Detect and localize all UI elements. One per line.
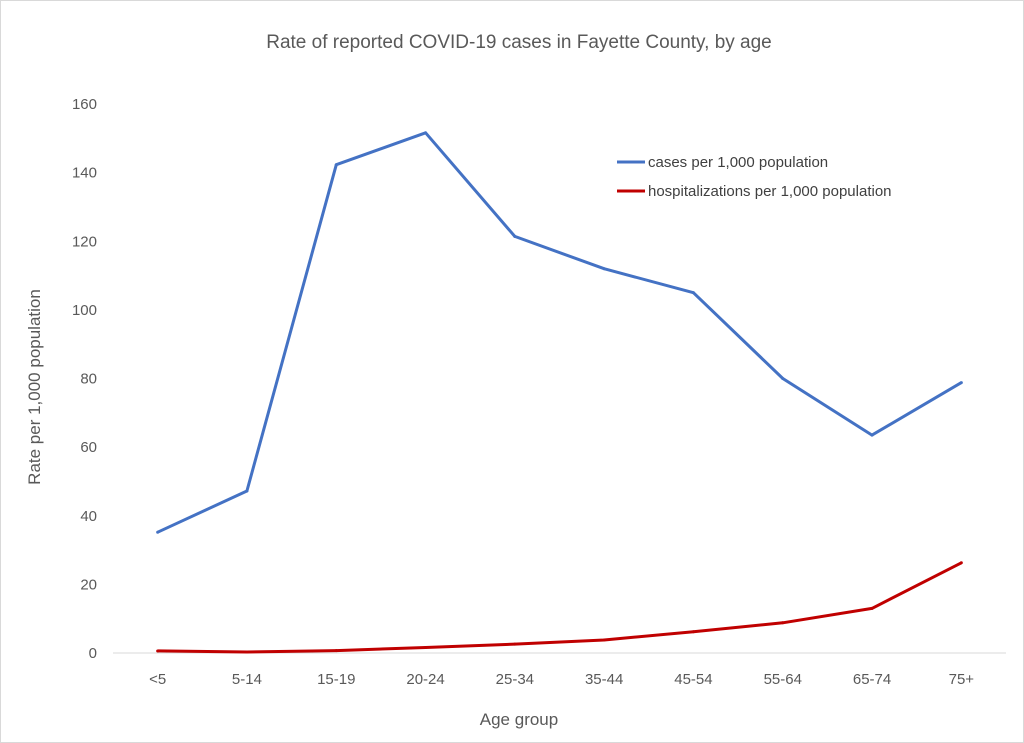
data-point — [959, 561, 963, 565]
y-tick-label: 120 — [72, 233, 97, 250]
y-tick-label: 100 — [72, 302, 97, 319]
data-point — [870, 433, 874, 437]
x-tick-label: 35-44 — [585, 671, 623, 688]
y-tick-label: 140 — [72, 165, 97, 182]
y-axis-ticks: 0 20 40 60 80 100 120 140 160 — [72, 96, 97, 662]
legend-label-hospitalizations: hospitalizations per 1,000 population — [648, 183, 892, 200]
data-point — [691, 291, 695, 295]
legend: cases per 1,000 population hospitalizati… — [617, 154, 892, 200]
y-tick-label: 20 — [80, 576, 97, 593]
data-point — [602, 638, 606, 642]
x-tick-label: 65-74 — [853, 671, 891, 688]
data-point — [781, 377, 785, 380]
y-tick-label: 0 — [89, 645, 97, 662]
data-point — [424, 646, 428, 650]
y-tick-label: 80 — [80, 371, 97, 388]
x-tick-label: 25-34 — [496, 671, 534, 688]
data-point — [870, 606, 874, 610]
x-tick-label: 75+ — [949, 671, 975, 688]
x-tick-label: 20-24 — [406, 671, 444, 688]
y-tick-label: 40 — [80, 508, 97, 525]
chart-title: Rate of reported COVID-19 cases in Fayet… — [266, 32, 772, 53]
data-point — [513, 234, 517, 238]
data-point — [245, 650, 249, 654]
series-line-cases — [157, 131, 963, 534]
x-tick-label: 15-19 — [317, 671, 355, 688]
x-axis-title: Age group — [480, 710, 558, 729]
data-point — [424, 131, 428, 135]
x-tick-label: 45-54 — [674, 671, 712, 688]
data-point — [959, 381, 963, 385]
data-point — [156, 649, 160, 653]
y-tick-label: 160 — [72, 96, 97, 113]
x-tick-label: 5-14 — [232, 671, 262, 688]
series-line-hospitalizations — [157, 561, 963, 654]
data-point — [513, 642, 517, 646]
y-axis-title: Rate per 1,000 population — [25, 289, 44, 485]
data-point — [156, 530, 160, 534]
y-tick-label: 60 — [80, 439, 97, 456]
data-point — [691, 630, 695, 634]
legend-label-cases: cases per 1,000 population — [648, 154, 828, 171]
x-tick-label: <5 — [149, 671, 166, 688]
data-point — [602, 267, 606, 271]
data-point — [334, 163, 338, 167]
x-axis-ticks: <5 5-14 15-19 20-24 25-34 35-44 45-54 55-64 65-7… — [149, 671, 974, 688]
x-tick-label: 55-64 — [764, 671, 802, 688]
series-lines — [156, 131, 963, 654]
data-point — [781, 621, 785, 625]
data-point — [245, 489, 249, 493]
data-point — [334, 649, 338, 653]
